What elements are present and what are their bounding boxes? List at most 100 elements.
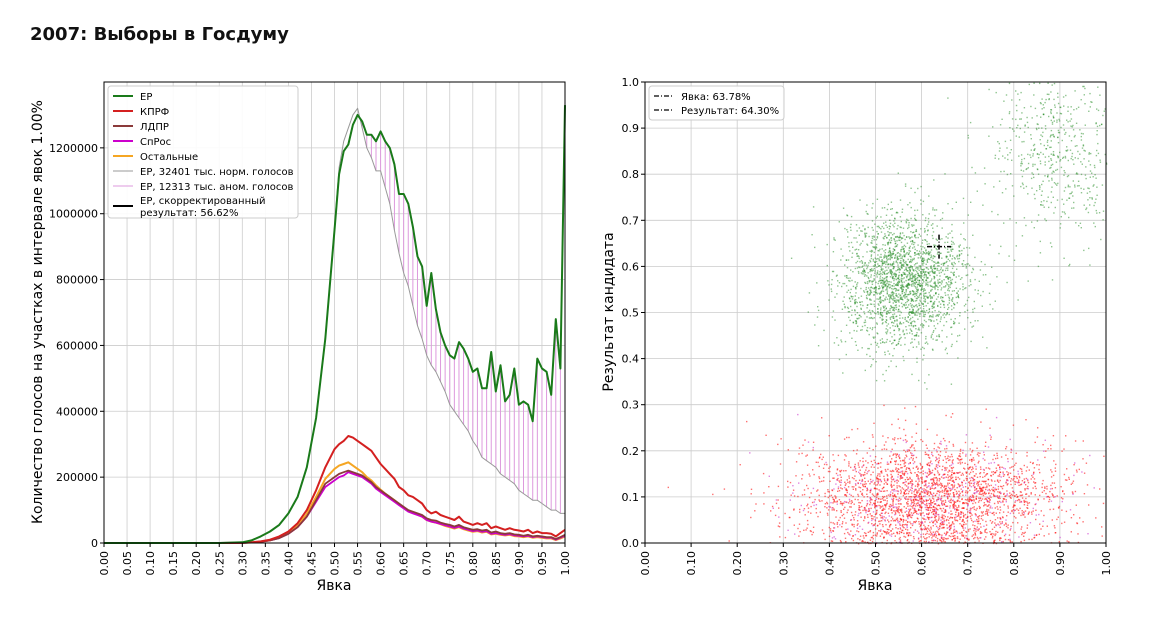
scatter-point (886, 237, 888, 239)
scatter-point (923, 297, 925, 300)
scatter-point (1004, 157, 1006, 159)
scatter-point (969, 515, 972, 518)
scatter-point (880, 301, 882, 303)
scatter-point (867, 293, 869, 295)
scatter-point (858, 297, 860, 299)
scatter-point (896, 252, 899, 254)
scatter-point (900, 259, 902, 262)
scatter-point (918, 279, 920, 282)
scatter-point (897, 300, 899, 302)
scatter-point (922, 268, 924, 271)
scatter-point (936, 339, 938, 341)
scatter-point (903, 265, 905, 267)
scatter-point (874, 507, 876, 509)
scatter-point (865, 294, 868, 297)
scatter-point (823, 463, 826, 466)
scatter-point (951, 488, 954, 490)
scatter-point (1008, 534, 1011, 536)
scatter-point (851, 337, 853, 339)
scatter-point (892, 262, 894, 265)
scatter-point (890, 451, 892, 453)
scatter-point (951, 455, 953, 458)
scatter-point (903, 269, 906, 271)
scatter-point (910, 324, 912, 327)
scatter-point (967, 528, 970, 531)
scatter-point (964, 462, 966, 464)
scatter-point (964, 498, 967, 501)
scatter-point (950, 318, 952, 321)
scatter-point (923, 247, 926, 249)
left-x-tick-label: 0.65 (398, 551, 411, 576)
right-scatter-chart: 0.00 0.10 0.20 0.30 0.40 0.50 0.60 0.70 0.80 0.90… (601, 76, 1113, 594)
scatter-point (897, 284, 899, 287)
scatter-point (933, 481, 935, 484)
scatter-point (904, 470, 907, 473)
scatter-point (877, 333, 879, 335)
scatter-point (922, 214, 924, 216)
scatter-point (890, 307, 893, 309)
scatter-point (1067, 121, 1069, 123)
scatter-point (928, 272, 930, 275)
scatter-point (951, 471, 953, 473)
scatter-point (922, 495, 925, 498)
scatter-point (1041, 183, 1043, 186)
scatter-point (1089, 106, 1091, 108)
scatter-point (816, 282, 818, 284)
scatter-point (914, 283, 916, 285)
scatter-point (844, 275, 846, 277)
scatter-point (935, 292, 937, 294)
scatter-point (954, 504, 956, 506)
scatter-point (873, 236, 875, 238)
scatter-point (883, 257, 885, 259)
scatter-point (913, 305, 915, 307)
scatter-point (827, 489, 829, 491)
scatter-point (961, 458, 963, 460)
scatter-point (1037, 427, 1039, 429)
scatter-point (831, 316, 834, 318)
scatter-point (898, 299, 900, 301)
scatter-point (920, 536, 922, 538)
scatter-point (924, 503, 926, 506)
scatter-point (984, 493, 986, 495)
scatter-point (940, 539, 942, 542)
scatter-point (953, 502, 955, 504)
scatter-point (928, 252, 931, 255)
scatter-point (951, 521, 954, 523)
scatter-point (944, 173, 946, 175)
scatter-point (894, 300, 896, 303)
scatter-point (935, 449, 938, 451)
scatter-point (945, 533, 947, 536)
scatter-point (885, 319, 888, 321)
scatter-point (939, 497, 941, 500)
scatter-point (893, 238, 895, 240)
scatter-point (1018, 499, 1021, 501)
scatter-point (876, 215, 878, 218)
scatter-point (917, 537, 920, 539)
scatter-point (852, 495, 854, 498)
scatter-point (1021, 510, 1023, 512)
scatter-point (854, 534, 857, 536)
scatter-point (893, 267, 895, 270)
scatter-point (877, 497, 880, 500)
scatter-point (920, 265, 922, 268)
scatter-point (870, 474, 872, 476)
scatter-point (972, 485, 975, 487)
scatter-point (887, 532, 889, 535)
scatter-point (1040, 194, 1043, 196)
scatter-point (913, 224, 915, 226)
scatter-point (883, 235, 886, 238)
scatter-point (1100, 238, 1102, 241)
scatter-point (874, 248, 877, 250)
scatter-point (905, 302, 907, 304)
scatter-point (925, 253, 927, 255)
scatter-point (950, 487, 952, 490)
scatter-point (868, 309, 871, 312)
scatter-point (911, 283, 913, 285)
scatter-point (1006, 490, 1008, 492)
scatter-point (962, 197, 965, 200)
scatter-point (972, 234, 974, 236)
scatter-point (828, 435, 830, 437)
scatter-point (900, 284, 902, 287)
scatter-point (846, 491, 848, 494)
scatter-point (963, 479, 965, 482)
